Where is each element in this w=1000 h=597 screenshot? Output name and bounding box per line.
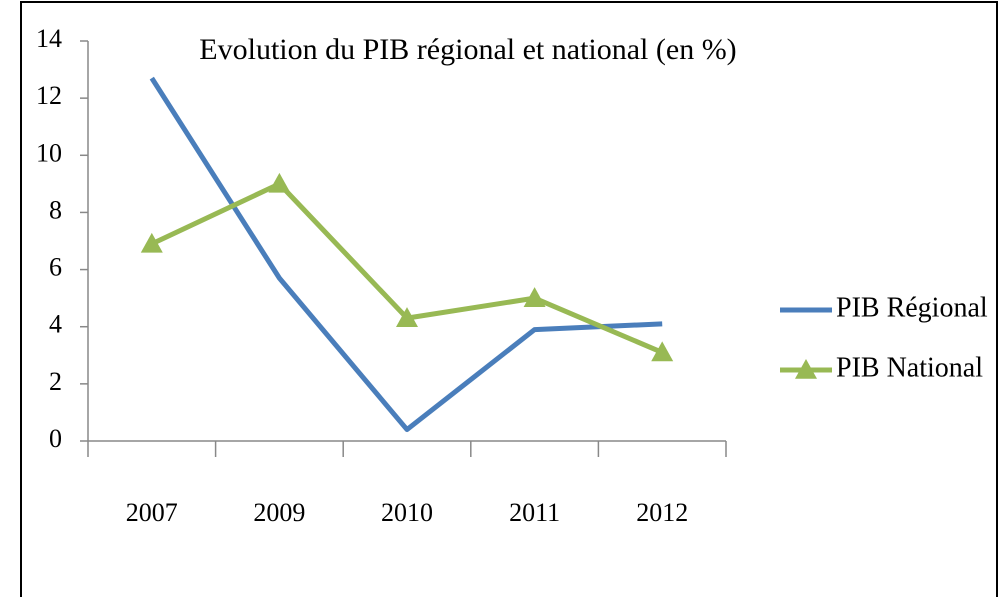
legend-label: PIB Régional [836, 292, 988, 323]
x-tick-label: 2012 [636, 498, 688, 527]
marker [140, 232, 163, 253]
legend-label: PIB National [836, 352, 983, 383]
marker [651, 341, 674, 362]
y-tick-label: 6 [49, 253, 62, 282]
x-tick-label: 2009 [253, 498, 305, 527]
y-tick-label: 4 [49, 310, 62, 339]
legend-marker [795, 359, 817, 379]
marker [268, 172, 291, 193]
y-tick-label: 8 [49, 195, 62, 224]
marker [523, 287, 546, 307]
x-tick-label: 2011 [509, 498, 560, 527]
frame [20, 1, 998, 597]
marker [396, 307, 418, 327]
x-tick-label: 2007 [126, 498, 178, 527]
y-tick-label: 0 [49, 424, 62, 453]
y-tick-label: 14 [36, 24, 62, 53]
x-tick-label: 2010 [381, 498, 433, 527]
series-line [149, 76, 663, 433]
chart-title: Evolution du PIB régional et national (e… [199, 33, 736, 66]
y-tick-label: 10 [36, 138, 62, 167]
y-tick-label: 2 [49, 367, 62, 396]
y-tick-label: 12 [36, 81, 62, 110]
